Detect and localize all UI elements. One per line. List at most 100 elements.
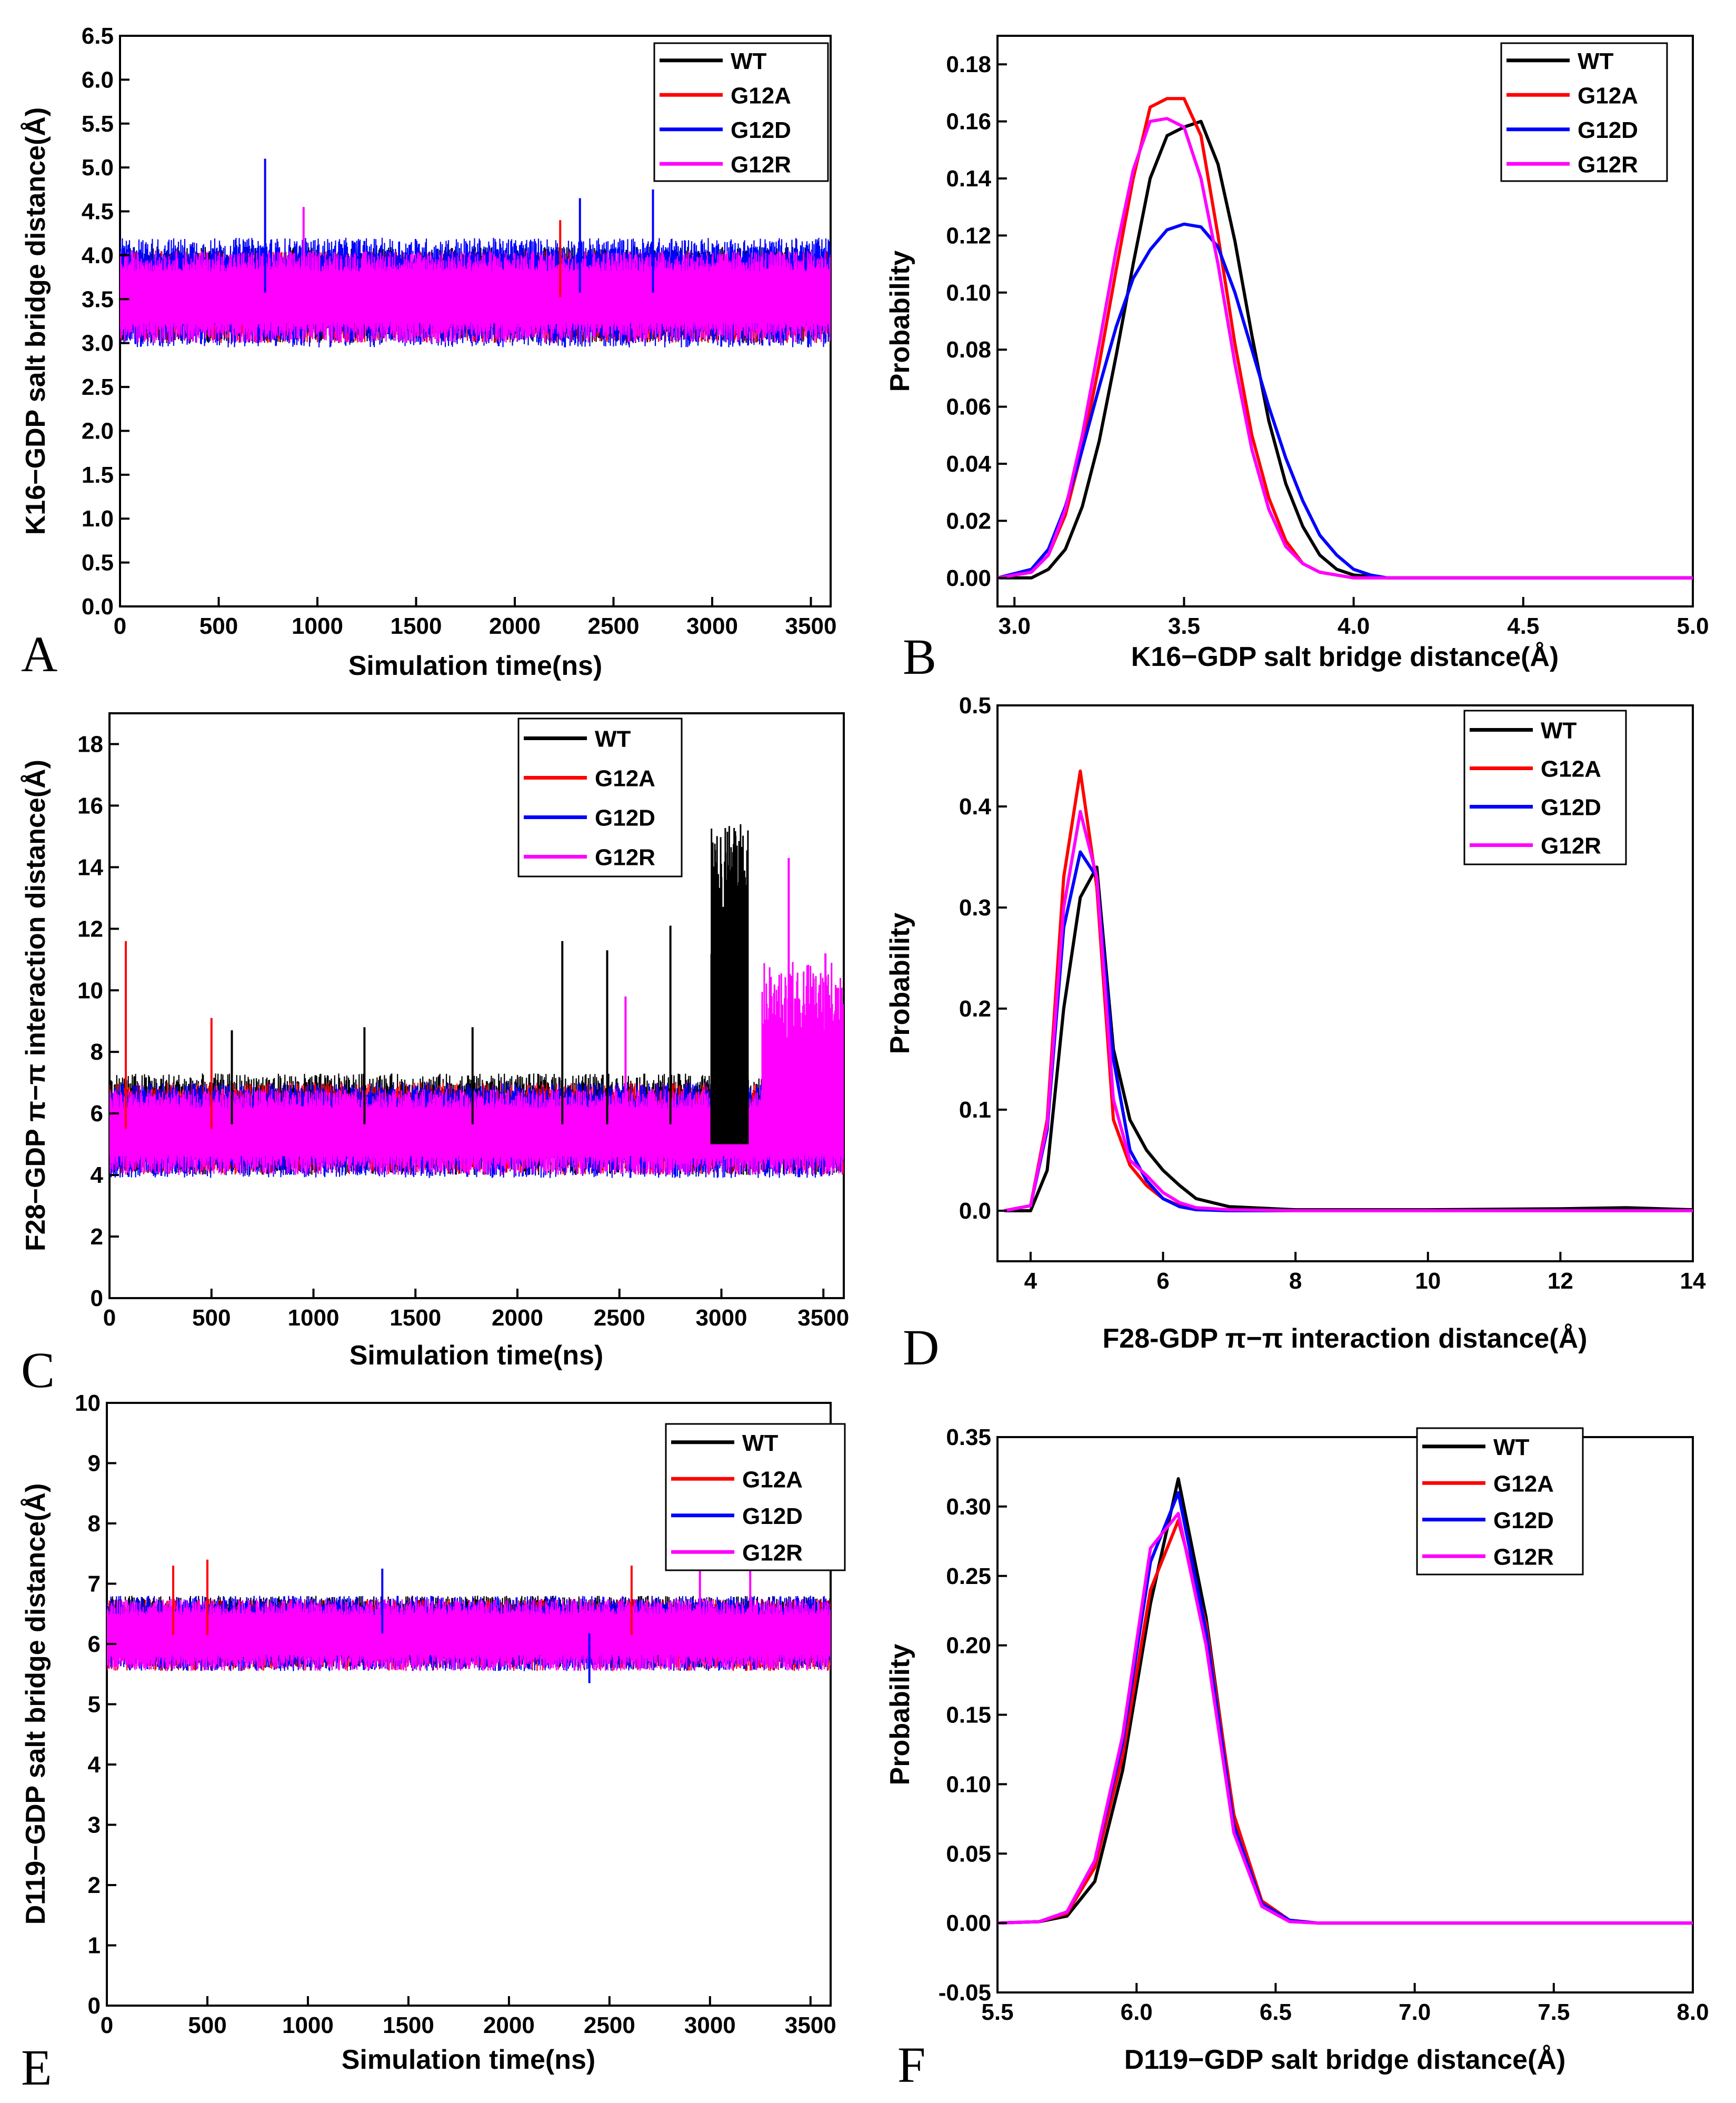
y-tick-label: 4 [91,1162,104,1188]
legend-label-wt: WT [742,1430,779,1456]
y-tick-label: 16 [77,793,103,819]
panel-e: 0 1 2 3 4 5 6 7 8 9 10 0 500 1000 1500 2000 2500 3000 3500… [21,1390,846,2096]
x-axis-label: F28-GDP π−π interaction distance(Å) [1103,1323,1588,1354]
legend-label-g12d: G12D [1493,1508,1554,1533]
x-axis-label: Simulation time(ns) [342,2045,595,2075]
x-tick-label: 3500 [797,1305,849,1331]
y-tick-label: 0.06 [946,394,991,420]
y-tick-label: -0.05 [939,1980,991,2006]
y-tick-label: 0.10 [946,280,991,306]
y-tick-label: 4 [88,1752,101,1778]
x-tick-label: 0 [114,613,126,639]
x-tick-label: 8.0 [1677,1999,1709,2025]
legend-label-g12r: G12R [1578,152,1638,177]
legend: WT G12A G12D G12R [653,42,829,182]
x-tick-label: 2500 [594,1305,645,1331]
x-tick-label: 3.0 [999,613,1031,639]
panel-a: 0.0 0.5 1.0 1.5 2.0 2.5 3.0 3.5 4.0 4.5 5.0 5.5 6.0 6… [21,23,836,682]
legend-label-g12a: G12A [1578,83,1638,108]
x-tick-label: 1000 [282,2012,334,2038]
data-layer [109,824,844,1178]
y-tick-label: 0.18 [946,52,991,77]
y-tick-label: 14 [77,854,103,880]
legend: WT G12A G12D G12R [1500,42,1668,182]
series-line-wt [997,119,1693,580]
series-line-g12r [997,117,1693,580]
x-tick-label: 6.5 [1260,1999,1292,2025]
y-tick-label: 4.5 [82,199,114,225]
y-axis-label: Probability [885,1644,915,1786]
y-tick-label: 12 [77,916,103,942]
y-tick-label: 0.00 [946,565,991,591]
y-tick-label: 3 [88,1812,101,1838]
plot-frame [996,704,1694,1262]
panel-f: -0.05 0.00 0.05 0.10 0.15 0.20 0.25 0.30 0.35 5.5… [885,1424,1709,2093]
legend-box [653,42,829,182]
x-axis-label: Simulation time(ns) [348,651,602,681]
legend-label-g12a: G12A [742,1467,803,1492]
y-tick-label: 0.35 [946,1424,991,1450]
x-tick-label: 6.0 [1121,1999,1153,2025]
legend-label-g12d: G12D [731,117,791,143]
y-tick-label: 6 [91,1101,103,1127]
data-layer [997,1477,1693,1925]
legend-label-wt: WT [1541,718,1577,744]
panel-label: F [897,2037,925,2093]
y-tick-label: 0.20 [946,1633,991,1659]
legend-label-g12r: G12R [1541,833,1601,859]
y-tick-label: 0.10 [946,1771,991,1797]
y-axis-label: F28−GDP π−π interaction distance(Å) [21,760,51,1251]
y-tick-label: 2.5 [82,374,114,400]
plot-frame [996,1436,1694,1994]
y-tick-label: 10 [75,1390,101,1416]
y-tick-label: 0.02 [946,508,991,534]
y-tick-label: 7 [88,1571,101,1597]
y-tick-label: 0.16 [946,109,991,135]
legend-label-g12d: G12D [1578,117,1638,143]
panel-label: B [903,629,936,685]
x-tick-label: 0 [101,2012,113,2038]
y-tick-label: 8 [91,1039,103,1065]
x-tick-label: 3000 [686,613,738,639]
x-tick-label: 7.0 [1399,1999,1431,2025]
series-line-g12r [120,251,831,343]
y-axis-label: Probability [885,913,915,1054]
legend-label-g12r: G12R [595,845,655,871]
y-tick-label: 5.0 [82,155,114,181]
legend-label-g12d: G12D [742,1503,803,1529]
x-tick-label: 3.5 [1168,613,1200,639]
legend-box [517,717,683,878]
legend-label-g12a: G12A [1493,1471,1554,1497]
panel-label: C [21,1342,55,1398]
x-tick-label: 500 [192,1305,231,1331]
y-tick-label: 0.5 [959,693,991,719]
x-tick-label: 1000 [288,1305,340,1331]
y-tick-label: 0.2 [959,996,991,1022]
x-tick-label: 4.5 [1507,613,1539,639]
panel-c: 0 2 4 6 8 10 12 14 16 18 0 500 1000 1500 2000 2500 3000 3… [21,712,849,1398]
y-tick-label: 2.0 [82,418,114,444]
x-tick-label: 1000 [292,613,343,639]
data-layer [120,158,831,348]
x-axis-label: K16−GDP salt bridge distance(Å) [1131,642,1559,672]
x-tick-label: 7.5 [1538,1999,1570,2025]
series-line-g12d [997,222,1693,580]
legend: WT G12A G12D G12R [1416,1427,1584,1576]
y-tick-label: 9 [88,1451,101,1477]
x-tick-label: 0 [103,1305,116,1331]
legend-label-wt: WT [1493,1434,1530,1460]
y-tick-label: 0 [91,1285,103,1311]
legend: WT G12A G12D G12R [517,717,683,878]
x-tick-label: 4 [1024,1268,1037,1294]
y-tick-label: 2 [88,1872,101,1898]
x-tick-label: 3500 [785,613,837,639]
legend-label-wt: WT [1578,48,1614,74]
y-tick-label: 1 [88,1933,101,1959]
x-tick-label: 12 [1548,1268,1573,1294]
x-axis-label: D119−GDP salt bridge distance(Å) [1124,2045,1566,2075]
panel-label: A [21,626,57,682]
legend-box [1463,710,1627,865]
series-line-g12a [997,1519,1693,1925]
legend-label-g12d: G12D [1541,795,1601,821]
